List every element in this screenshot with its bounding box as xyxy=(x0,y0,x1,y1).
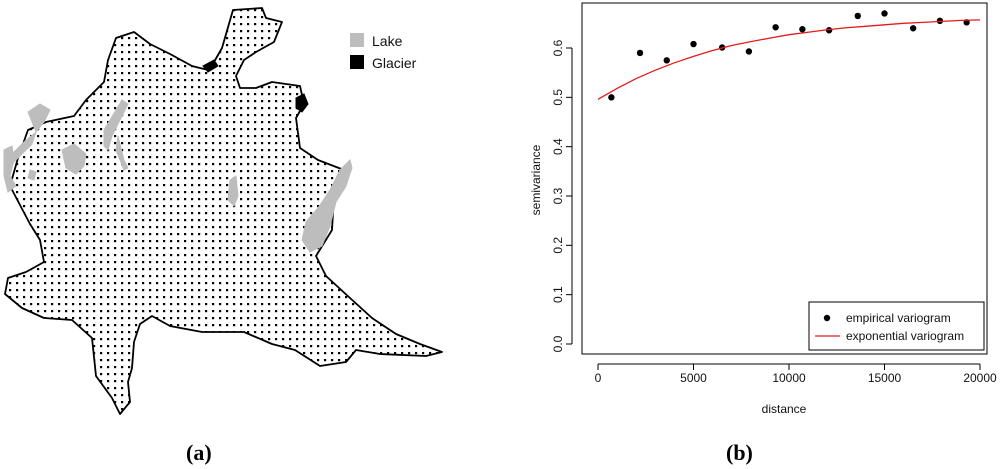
x-axis: 0 5000 10000 15000 20000 xyxy=(595,363,997,385)
panel-b-label: (b) xyxy=(726,440,753,465)
lake-small xyxy=(27,169,37,181)
empirical-variogram-point xyxy=(636,49,644,57)
glacier-legend-swatch xyxy=(350,55,364,69)
series-layer xyxy=(597,10,981,101)
empirical-variogram-point xyxy=(663,57,670,64)
empirical-variogram-point xyxy=(909,25,917,32)
x-tick-label: 0 xyxy=(595,371,602,385)
x-tick-label: 10000 xyxy=(772,371,806,385)
empirical-variogram-point xyxy=(825,27,833,34)
lake-legend-label: Lake xyxy=(372,33,403,49)
x-axis-title: distance xyxy=(762,402,807,416)
x-tick-label: 5000 xyxy=(680,371,707,385)
lake-como xyxy=(61,143,87,175)
empirical-variogram-point xyxy=(772,24,779,31)
x-tick-label: 20000 xyxy=(963,371,997,385)
y-tick-label: 0.3 xyxy=(551,187,565,204)
y-axis: 0.0 0.1 0.2 0.3 0.4 0.5 0.6 xyxy=(551,39,573,352)
plot-legend-box xyxy=(808,301,985,351)
legend-point-marker xyxy=(823,314,831,322)
empirical-variogram-point xyxy=(881,10,888,17)
legend-label-empirical: empirical variogram xyxy=(846,311,951,325)
y-tick-label: 0.0 xyxy=(551,335,565,352)
exponential-variogram-line xyxy=(597,19,981,100)
y-tick-label: 0.6 xyxy=(551,39,565,56)
lake-legend-swatch xyxy=(350,33,364,47)
lake-thin xyxy=(115,135,129,171)
variogram-plot: 0 5000 10000 15000 20000 0.00.10.20.30.40.50… xyxy=(529,2,997,416)
lake-garda xyxy=(301,159,353,253)
empirical-variogram-point xyxy=(854,12,861,20)
glacier-legend-label: Glacier xyxy=(372,55,417,71)
lake-left-2 xyxy=(3,145,17,193)
panel-a-label: (a) xyxy=(186,440,212,465)
empirical-variogram-point xyxy=(799,26,806,33)
plot-legend: empirical variogram exponential variogra… xyxy=(808,301,985,351)
region-map xyxy=(3,7,443,415)
legend-label-exponential: exponential variogram xyxy=(846,329,964,343)
lake-iseo-strip xyxy=(103,99,129,151)
empirical-variogram-point xyxy=(745,48,753,55)
y-tick-label: 0.5 xyxy=(551,89,565,106)
y-tick-label: 0.2 xyxy=(551,237,565,254)
y-axis-title: semivariance xyxy=(529,144,543,215)
map-legend: Lake Glacier xyxy=(350,33,417,71)
plot-frame xyxy=(581,2,988,355)
lake-center xyxy=(227,175,239,207)
y-tick-label: 0.4 xyxy=(551,138,565,155)
empirical-variogram-point xyxy=(608,94,615,101)
empirical-variogram-point xyxy=(690,40,697,48)
glacier-north xyxy=(202,59,219,73)
x-tick-label: 15000 xyxy=(868,371,902,385)
y-tick-label: 0.1 xyxy=(551,286,565,303)
glacier-east xyxy=(295,93,309,113)
